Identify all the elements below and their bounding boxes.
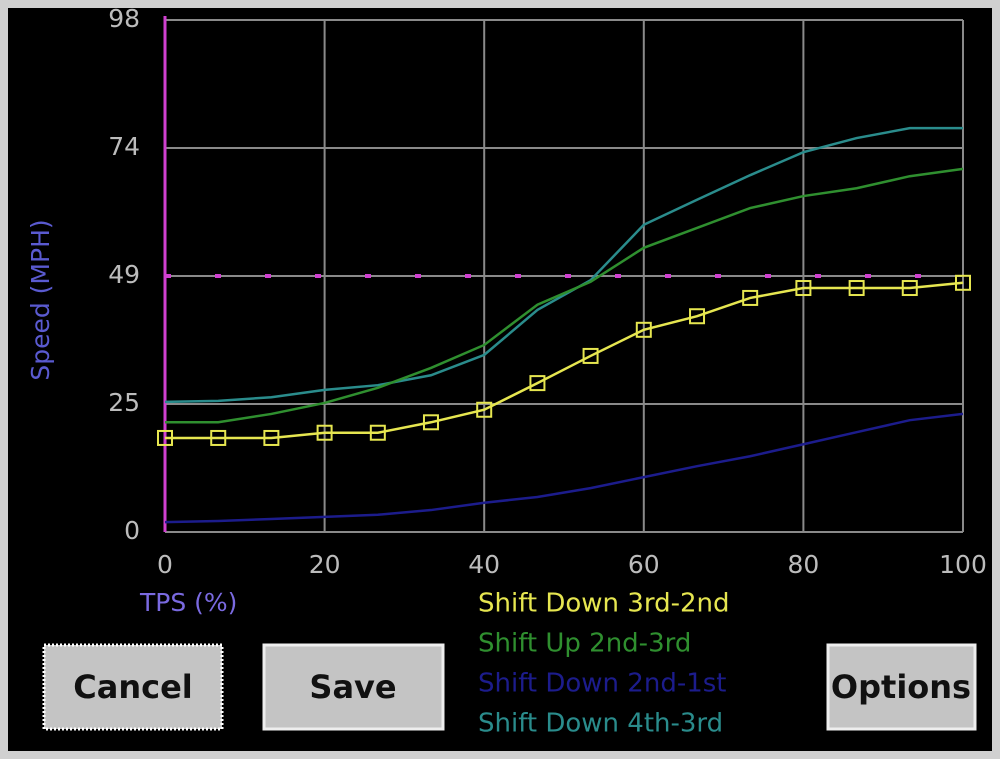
x-tick-label: 80 xyxy=(787,550,819,579)
y-tick-label: 25 xyxy=(108,388,140,417)
series-line xyxy=(165,281,964,440)
button-label[interactable]: Options xyxy=(831,668,971,706)
y-tick-label: 74 xyxy=(108,132,140,161)
x-tick-label: 40 xyxy=(468,550,500,579)
series-line xyxy=(165,167,964,424)
legend-entry: Shift Down 3rd-2nd xyxy=(478,589,729,619)
series-line xyxy=(164,126,963,404)
point-marker xyxy=(529,375,546,392)
legend-entry: Shift Down 4th-3rd xyxy=(478,709,723,739)
point-marker xyxy=(848,280,865,297)
point-marker xyxy=(955,274,971,291)
y-axis-label: Speed (MPH) xyxy=(26,219,55,380)
point-marker xyxy=(689,308,706,325)
button-face[interactable] xyxy=(42,643,224,731)
point-marker xyxy=(422,414,439,431)
legend-entry: Shift Down 2nd-1st xyxy=(478,669,727,699)
y-tick-label: 0 xyxy=(124,516,140,545)
panel xyxy=(8,8,992,751)
point-marker xyxy=(157,429,173,446)
series-line xyxy=(164,412,964,524)
point-marker xyxy=(582,347,599,364)
point-marker xyxy=(635,321,652,338)
point-marker xyxy=(795,280,812,297)
point-marker xyxy=(210,429,227,446)
point-marker xyxy=(476,401,493,418)
x-tick-label: 100 xyxy=(939,550,987,579)
y-tick-label: 98 xyxy=(108,4,140,33)
button-label[interactable]: Cancel xyxy=(73,668,193,706)
cancel-button[interactable]: Cancel xyxy=(42,643,224,731)
legend-entry: Shift Up 2nd-3rd xyxy=(478,629,691,659)
button-face[interactable] xyxy=(826,643,977,731)
x-axis-label: TPS (%) xyxy=(139,588,237,617)
options-button[interactable]: Options xyxy=(826,643,977,731)
y-tick-label: 49 xyxy=(108,260,140,289)
button-label[interactable]: Save xyxy=(309,668,396,706)
point-marker xyxy=(742,289,759,306)
point-marker xyxy=(901,280,918,297)
x-tick-label: 60 xyxy=(628,550,660,579)
button-face[interactable] xyxy=(262,643,445,731)
x-tick-label: 20 xyxy=(309,550,341,579)
point-marker xyxy=(369,424,386,441)
point-marker xyxy=(263,429,280,446)
x-tick-label: 0 xyxy=(157,550,173,579)
save-button[interactable]: Save xyxy=(262,643,445,731)
point-marker xyxy=(316,424,333,441)
